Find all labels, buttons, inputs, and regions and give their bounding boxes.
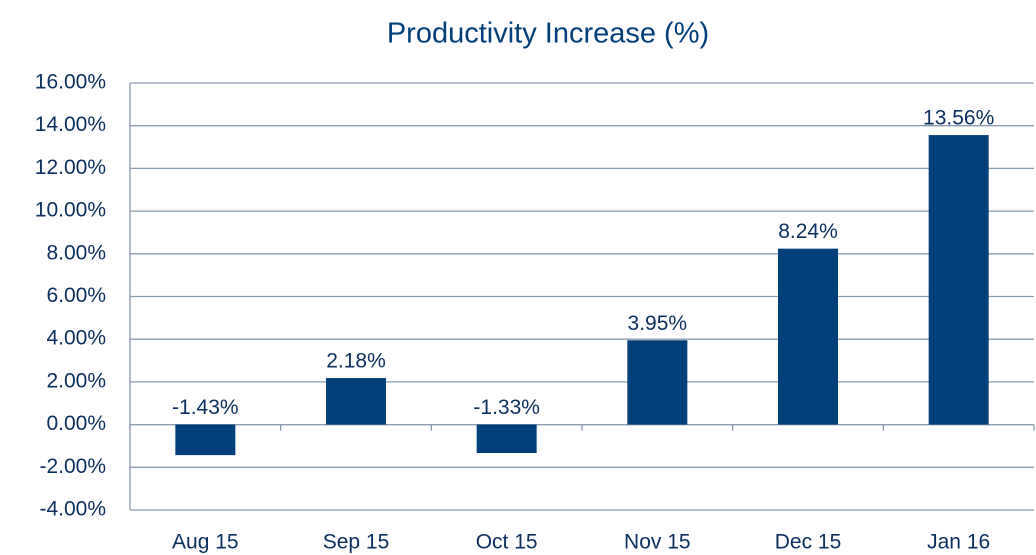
data-label: -1.43% (172, 396, 239, 419)
bar (326, 378, 386, 425)
x-tick-label: Nov 15 (624, 531, 691, 554)
bar (175, 424, 236, 456)
y-tick-label: -4.00% (39, 498, 106, 521)
data-label: 13.56% (923, 107, 994, 130)
data-label: 8.24% (778, 220, 838, 243)
bar (778, 248, 838, 425)
data-label: 3.95% (628, 312, 688, 335)
y-tick-label: 2.00% (46, 369, 106, 392)
x-tick-label: Jan 16 (927, 531, 990, 554)
y-tick-label: 10.00% (35, 199, 106, 222)
y-tick-label: 14.00% (35, 113, 106, 136)
y-tick-label: 6.00% (46, 284, 106, 307)
y-tick-label: 8.00% (46, 241, 106, 264)
data-label: -1.33% (473, 396, 540, 419)
y-tick-label: 0.00% (46, 412, 106, 435)
chart-title: Productivity Increase (%) (387, 18, 709, 50)
data-label: 2.18% (326, 350, 386, 373)
x-tick-label: Sep 15 (323, 531, 390, 554)
y-tick-label: -2.00% (39, 455, 106, 478)
y-tick-label: 16.00% (35, 71, 106, 94)
bar (627, 340, 688, 425)
bar (476, 424, 537, 453)
x-tick-label: Dec 15 (775, 531, 842, 554)
y-tick-label: 12.00% (35, 156, 106, 179)
x-tick-label: Oct 15 (476, 531, 538, 554)
bar (928, 135, 989, 425)
x-tick-label: Aug 15 (172, 531, 239, 554)
y-tick-label: 4.00% (46, 327, 106, 350)
